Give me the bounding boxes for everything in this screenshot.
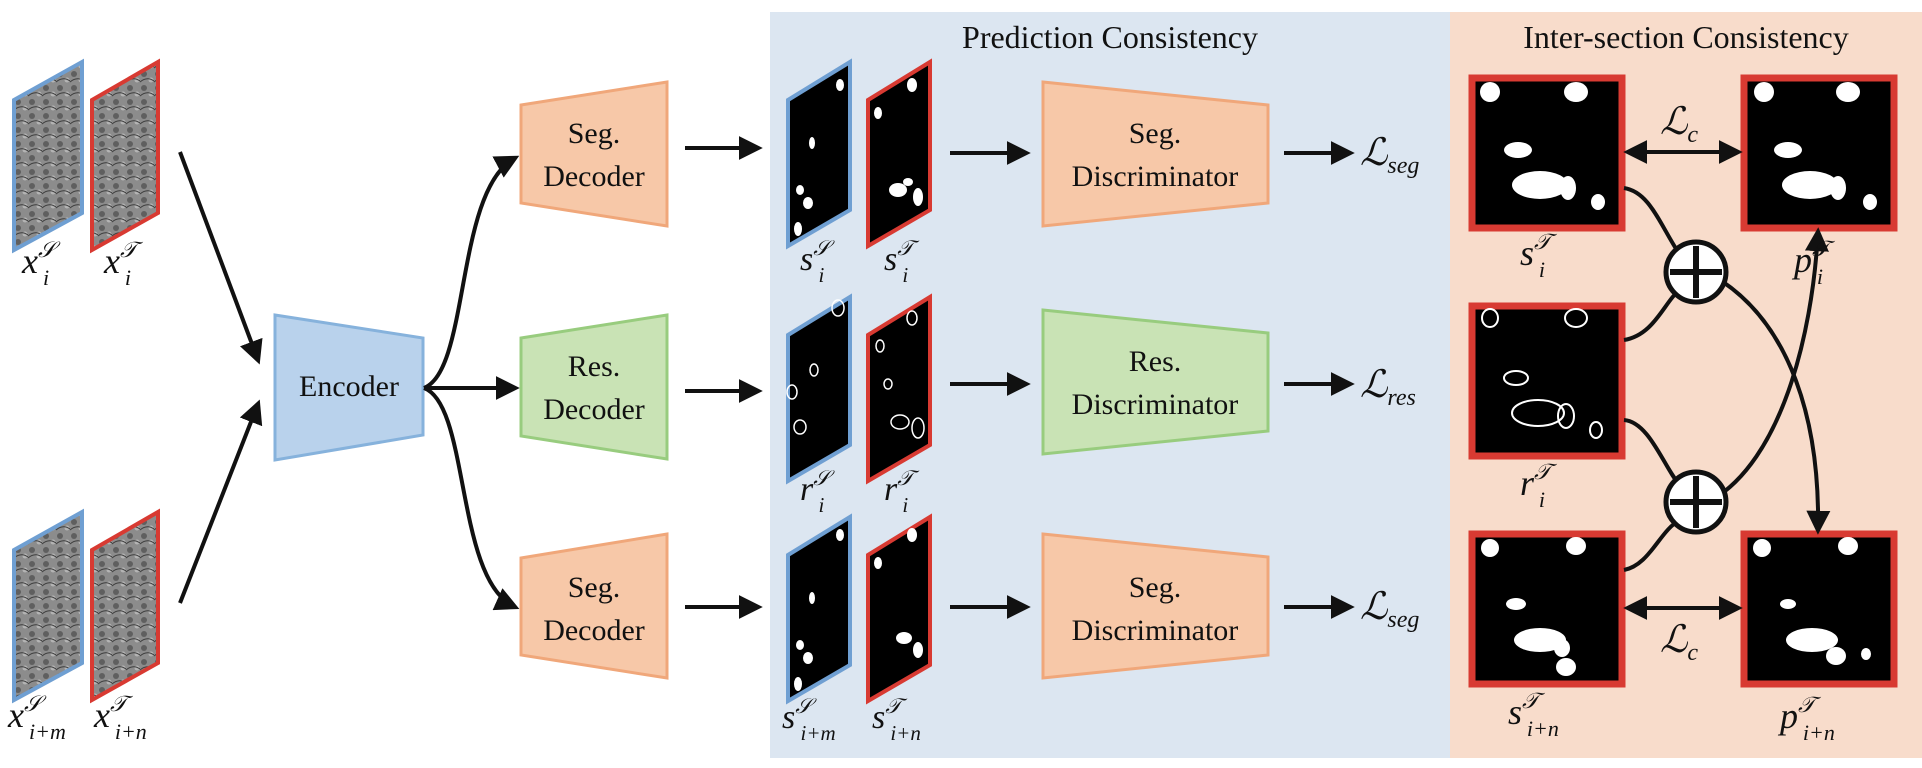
seg-decoder-top-label: Seg. Decoder	[543, 117, 645, 193]
intersection-r-t-i-image	[1468, 302, 1626, 460]
output-seg-target-row1	[866, 58, 932, 250]
encoder-block	[273, 313, 425, 462]
output-res-target-row2	[866, 293, 932, 485]
arrow-plus-top-to-p-in	[1710, 273, 1831, 535]
input-target-image-bottom	[90, 508, 160, 704]
arrow-input-top-to-encoder	[178, 151, 263, 365]
intersection-label-p-t-in: p𝒯 i+n	[1777, 692, 1835, 745]
connector-s-to-plus-top	[1623, 186, 1682, 257]
loss-seg-top: ℒseg	[1360, 132, 1419, 179]
res-decoder-label: Res. Decoder	[543, 350, 645, 426]
arrow-encoder-to-seg-decoder-bottom	[423, 386, 520, 611]
input-source-image-top	[12, 58, 84, 254]
encoder-label: Encoder	[299, 370, 399, 403]
arrow-encoder-to-seg-decoder-top	[423, 155, 520, 390]
output-seg-source-row3	[786, 513, 852, 705]
loss-res: ℒres	[1360, 364, 1416, 411]
seg-decoder-bottom	[519, 532, 669, 680]
output-seg-source-row1	[786, 58, 852, 250]
intersection-consistency-title: Inter-section Consistency	[1523, 19, 1849, 55]
plus-node-bottom	[1663, 469, 1729, 535]
input-label-x-t-i: x𝒯 i	[103, 237, 144, 290]
res-discriminator	[1041, 308, 1270, 456]
output-seg-target-row3	[866, 513, 932, 705]
res-decoder	[519, 313, 669, 461]
res-discriminator-label: Res. Discriminator	[1072, 345, 1239, 421]
output-res-source-row2	[786, 293, 852, 485]
arrow-input-bottom-to-encoder	[178, 399, 263, 604]
intersection-s-t-in-image	[1468, 530, 1626, 688]
loss-seg-bottom: ℒseg	[1360, 586, 1419, 633]
arrow-plus-bottom-to-p-i	[1710, 227, 1829, 502]
loss-c-top: ℒc	[1660, 101, 1698, 148]
input-label-x-s-im: x𝒮 i+m	[7, 691, 66, 744]
seg-discriminator-bottom-label: Seg. Discriminator	[1072, 571, 1239, 647]
seg-decoder-bottom-label: Seg. Decoder	[543, 571, 645, 647]
prediction-consistency-title: Prediction Consistency	[962, 19, 1258, 55]
seg-decoder-top	[519, 80, 669, 228]
input-label-x-s-i: x𝒮 i	[21, 237, 61, 290]
input-target-image-top	[90, 58, 160, 254]
intersection-p-t-i-image	[1740, 74, 1898, 232]
intersection-p-t-in-image	[1740, 530, 1898, 688]
input-label-x-t-in: x𝒯 i+n	[93, 691, 147, 744]
plus-node-top	[1663, 239, 1729, 305]
seg-discriminator-bottom	[1041, 532, 1270, 680]
intersection-s-t-i-image	[1468, 74, 1626, 232]
seg-discriminator-top	[1041, 80, 1270, 228]
input-source-image-bottom	[12, 508, 84, 704]
loss-c-bottom: ℒc	[1660, 619, 1698, 666]
seg-discriminator-top-label: Seg. Discriminator	[1072, 117, 1239, 193]
